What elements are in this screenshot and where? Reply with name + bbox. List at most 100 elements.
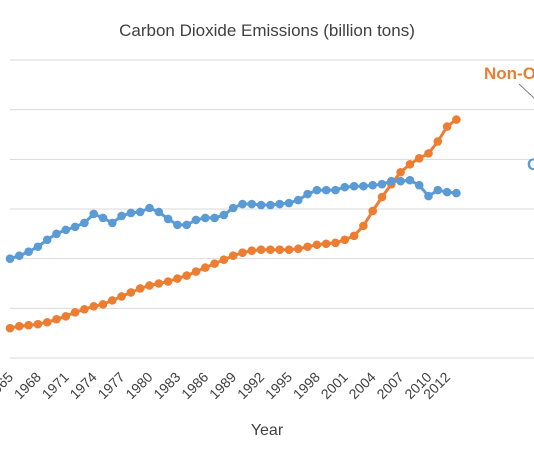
label-leader-line xyxy=(518,83,534,99)
data-point xyxy=(108,296,117,305)
x-tick-label: 1992 xyxy=(234,369,267,402)
chart-title: Carbon Dioxide Emissions (billion tons) xyxy=(119,21,415,40)
data-point xyxy=(173,274,182,283)
data-point xyxy=(377,179,387,189)
data-point xyxy=(442,187,452,197)
series-line xyxy=(9,178,457,261)
data-point xyxy=(331,238,340,248)
x-tick-label: 1968 xyxy=(11,369,44,402)
data-point xyxy=(368,206,378,216)
data-point xyxy=(312,240,322,250)
data-point xyxy=(284,198,294,208)
data-point xyxy=(52,229,61,239)
data-point xyxy=(405,175,415,185)
series-label-o: O xyxy=(527,155,534,174)
data-point xyxy=(173,220,182,230)
data-point xyxy=(247,246,257,256)
data-point xyxy=(405,160,415,169)
data-point xyxy=(294,195,303,205)
data-point xyxy=(201,213,210,223)
data-point xyxy=(275,199,285,209)
x-tick-label: 1965 xyxy=(0,369,16,402)
data-point xyxy=(163,277,173,286)
data-point xyxy=(135,207,145,217)
data-point xyxy=(340,235,350,245)
x-tick-label: 1977 xyxy=(94,369,127,402)
data-point xyxy=(303,189,312,199)
data-point xyxy=(238,248,247,258)
data-point xyxy=(312,185,322,195)
data-point xyxy=(219,255,229,264)
x-tick-label: 1974 xyxy=(66,369,99,402)
series-1 xyxy=(5,115,461,333)
data-point xyxy=(42,235,52,245)
data-point xyxy=(359,181,368,191)
series-layer xyxy=(5,115,461,333)
data-point xyxy=(228,251,238,260)
data-point xyxy=(42,317,52,327)
data-point xyxy=(126,208,136,218)
data-point xyxy=(377,192,387,202)
data-point xyxy=(442,122,452,131)
data-point xyxy=(70,222,80,232)
x-tick-label: 1980 xyxy=(122,369,155,402)
data-point xyxy=(414,180,424,190)
data-point xyxy=(275,245,285,255)
data-point xyxy=(387,176,396,186)
data-point xyxy=(191,215,201,225)
data-point xyxy=(256,200,266,210)
x-tick-label: 1986 xyxy=(178,369,211,402)
x-tick-label: 2001 xyxy=(318,369,351,402)
data-point xyxy=(396,176,405,186)
data-point xyxy=(61,311,71,321)
data-point xyxy=(238,199,247,209)
series-label-non-o: Non-O xyxy=(484,64,534,83)
data-point xyxy=(191,267,201,276)
data-point xyxy=(424,191,433,201)
x-tick-label: 1971 xyxy=(39,369,72,402)
data-point xyxy=(452,188,461,198)
x-tick-label: 1983 xyxy=(150,369,183,402)
x-tick-label: 1989 xyxy=(206,369,239,402)
data-point xyxy=(117,211,126,221)
data-point xyxy=(52,314,61,324)
data-point xyxy=(359,221,368,231)
data-point xyxy=(228,203,238,213)
data-point xyxy=(433,185,443,195)
data-point xyxy=(98,213,108,223)
data-point xyxy=(108,218,117,228)
data-point xyxy=(368,180,378,190)
x-tick-label: 2007 xyxy=(373,369,406,402)
series-2 xyxy=(5,175,461,263)
data-point xyxy=(321,239,331,249)
data-point xyxy=(182,271,191,280)
x-tick-label: 1998 xyxy=(290,369,323,402)
x-axis-label: Year xyxy=(251,422,284,439)
data-point xyxy=(340,182,350,192)
x-tick-label: 2004 xyxy=(345,369,378,402)
data-point xyxy=(266,245,275,255)
data-point xyxy=(145,203,154,213)
data-point xyxy=(154,207,164,217)
series-labels: Non-O O xyxy=(484,64,534,174)
data-point xyxy=(98,300,108,309)
data-point xyxy=(349,181,359,191)
data-point xyxy=(247,199,257,209)
data-point xyxy=(433,137,443,146)
data-point xyxy=(14,321,24,331)
data-point xyxy=(182,220,191,230)
data-point xyxy=(33,319,43,329)
data-point xyxy=(256,245,266,255)
data-point xyxy=(396,167,405,177)
data-point xyxy=(89,209,98,219)
data-point xyxy=(14,251,24,260)
data-point xyxy=(24,320,33,330)
data-point xyxy=(80,305,89,314)
data-point xyxy=(331,185,340,195)
data-point xyxy=(89,302,98,311)
data-point xyxy=(145,281,154,290)
data-point xyxy=(154,279,164,288)
data-point xyxy=(219,210,229,220)
